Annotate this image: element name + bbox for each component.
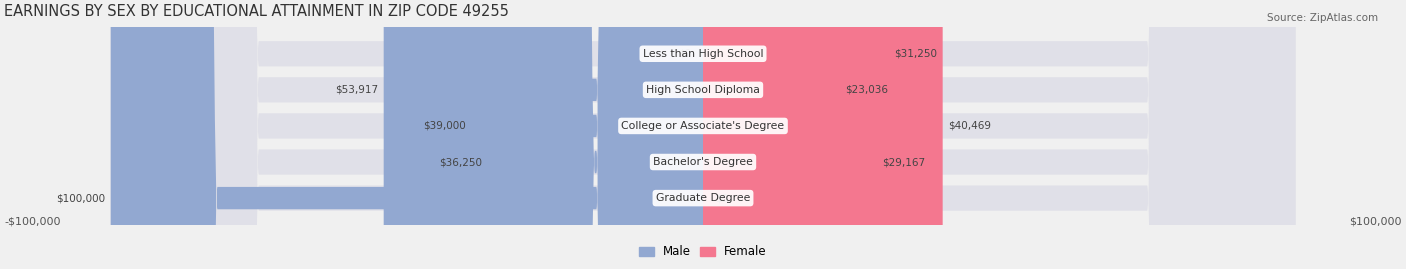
Text: $53,917: $53,917: [335, 85, 378, 95]
Text: $31,250: $31,250: [894, 49, 936, 59]
Text: -$100,000: -$100,000: [4, 217, 60, 226]
Text: $29,167: $29,167: [882, 157, 925, 167]
Text: High School Diploma: High School Diploma: [647, 85, 759, 95]
FancyBboxPatch shape: [111, 0, 1295, 269]
Text: $100,000: $100,000: [56, 193, 105, 203]
Text: College or Associate's Degree: College or Associate's Degree: [621, 121, 785, 131]
Text: $0: $0: [714, 193, 728, 203]
FancyBboxPatch shape: [111, 0, 1295, 269]
FancyBboxPatch shape: [111, 0, 1295, 269]
Text: $23,036: $23,036: [845, 85, 889, 95]
FancyBboxPatch shape: [703, 0, 942, 269]
Text: Source: ZipAtlas.com: Source: ZipAtlas.com: [1267, 13, 1378, 23]
FancyBboxPatch shape: [703, 0, 839, 269]
Text: $40,469: $40,469: [949, 121, 991, 131]
Text: Less than High School: Less than High School: [643, 49, 763, 59]
Text: $39,000: $39,000: [423, 121, 467, 131]
FancyBboxPatch shape: [703, 0, 889, 269]
FancyBboxPatch shape: [703, 0, 876, 269]
FancyBboxPatch shape: [384, 0, 703, 269]
FancyBboxPatch shape: [488, 0, 703, 269]
Text: $0: $0: [678, 49, 692, 59]
Text: EARNINGS BY SEX BY EDUCATIONAL ATTAINMENT IN ZIP CODE 49255: EARNINGS BY SEX BY EDUCATIONAL ATTAINMEN…: [4, 5, 509, 19]
FancyBboxPatch shape: [111, 0, 703, 269]
FancyBboxPatch shape: [472, 0, 703, 269]
FancyBboxPatch shape: [111, 0, 1295, 269]
FancyBboxPatch shape: [111, 0, 1295, 269]
Text: Graduate Degree: Graduate Degree: [655, 193, 751, 203]
Text: Bachelor's Degree: Bachelor's Degree: [652, 157, 754, 167]
Legend: Male, Female: Male, Female: [634, 240, 772, 263]
Text: $36,250: $36,250: [440, 157, 482, 167]
Text: $100,000: $100,000: [1350, 217, 1402, 226]
